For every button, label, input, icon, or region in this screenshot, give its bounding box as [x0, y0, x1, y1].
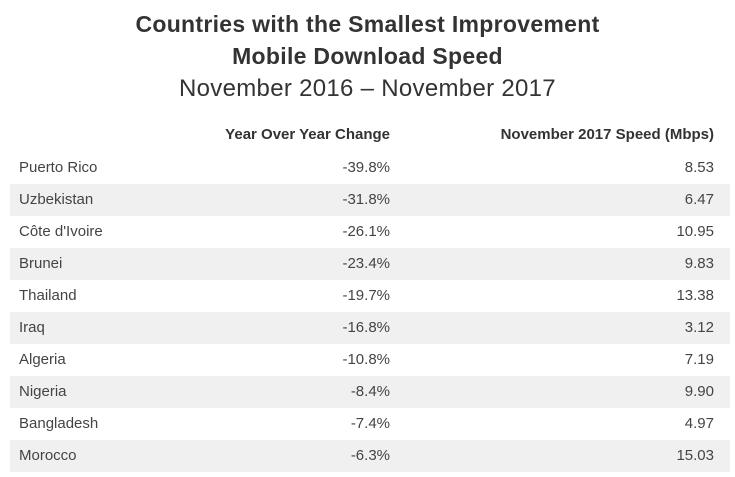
- chart-subtitle: November 2016 – November 2017: [179, 75, 556, 102]
- speed-cell: 15.03: [676, 447, 714, 464]
- table-row: Morocco -6.3% 15.03: [10, 440, 730, 472]
- country-cell: Bangladesh: [19, 415, 99, 432]
- yoy-change-cell: -16.8%: [342, 319, 390, 336]
- country-cell: Brunei: [19, 255, 63, 272]
- speed-cell: 7.19: [684, 351, 714, 368]
- column-header-speed: November 2017 Speed (Mbps): [500, 126, 714, 143]
- table-row: Nigeria -8.4% 9.90: [10, 376, 730, 408]
- country-cell: Iraq: [19, 319, 45, 336]
- yoy-change-cell: -7.4%: [350, 415, 390, 432]
- chart-title-block: Countries with the Smallest Improvement …: [0, 8, 735, 106]
- speed-cell: 9.83: [684, 255, 714, 272]
- speed-cell: 4.97: [684, 415, 714, 432]
- country-cell: Côte d'Ivoire: [19, 223, 103, 240]
- table-row: Iraq -16.8% 3.12: [10, 312, 730, 344]
- table-body: Puerto Rico -39.8% 8.53 Uzbekistan -31.8% 6.4…: [10, 152, 730, 472]
- speed-cell: 13.38: [676, 287, 714, 304]
- table-row: Algeria -10.8% 7.19: [10, 344, 730, 376]
- speed-cell: 10.95: [676, 223, 714, 240]
- speed-cell: 9.90: [684, 383, 714, 400]
- yoy-change-cell: -39.8%: [342, 159, 390, 176]
- country-cell: Morocco: [19, 447, 77, 464]
- yoy-change-cell: -31.8%: [342, 191, 390, 208]
- country-cell: Uzbekistan: [19, 191, 94, 208]
- yoy-change-cell: -6.3%: [350, 447, 390, 464]
- table-row: Uzbekistan -31.8% 6.47: [10, 184, 730, 216]
- speed-cell: 8.53: [684, 159, 714, 176]
- table-row: Thailand -19.7% 13.38: [10, 280, 730, 312]
- chart-title-line-2: Mobile Download Speed: [232, 43, 503, 69]
- country-cell: Thailand: [19, 287, 77, 304]
- yoy-change-cell: -26.1%: [342, 223, 390, 240]
- speed-cell: 3.12: [684, 319, 714, 336]
- table-row: Puerto Rico -39.8% 8.53: [10, 152, 730, 184]
- table-row: Brunei -23.4% 9.83: [10, 248, 730, 280]
- speed-table: Year Over Year Change November 2017 Spee…: [10, 120, 730, 472]
- country-cell: Puerto Rico: [19, 159, 98, 176]
- table-header-row: Year Over Year Change November 2017 Spee…: [10, 120, 730, 152]
- chart-title-line-1: Countries with the Smallest Improvement: [135, 11, 600, 37]
- country-cell: Algeria: [19, 351, 66, 368]
- column-header-yoy: Year Over Year Change: [225, 126, 390, 143]
- speed-cell: 6.47: [684, 191, 714, 208]
- yoy-change-cell: -10.8%: [342, 351, 390, 368]
- yoy-change-cell: -19.7%: [342, 287, 390, 304]
- table-row: Côte d'Ivoire -26.1% 10.95: [10, 216, 730, 248]
- yoy-change-cell: -8.4%: [350, 383, 390, 400]
- country-cell: Nigeria: [19, 383, 67, 400]
- yoy-change-cell: -23.4%: [342, 255, 390, 272]
- table-row: Bangladesh -7.4% 4.97: [10, 408, 730, 440]
